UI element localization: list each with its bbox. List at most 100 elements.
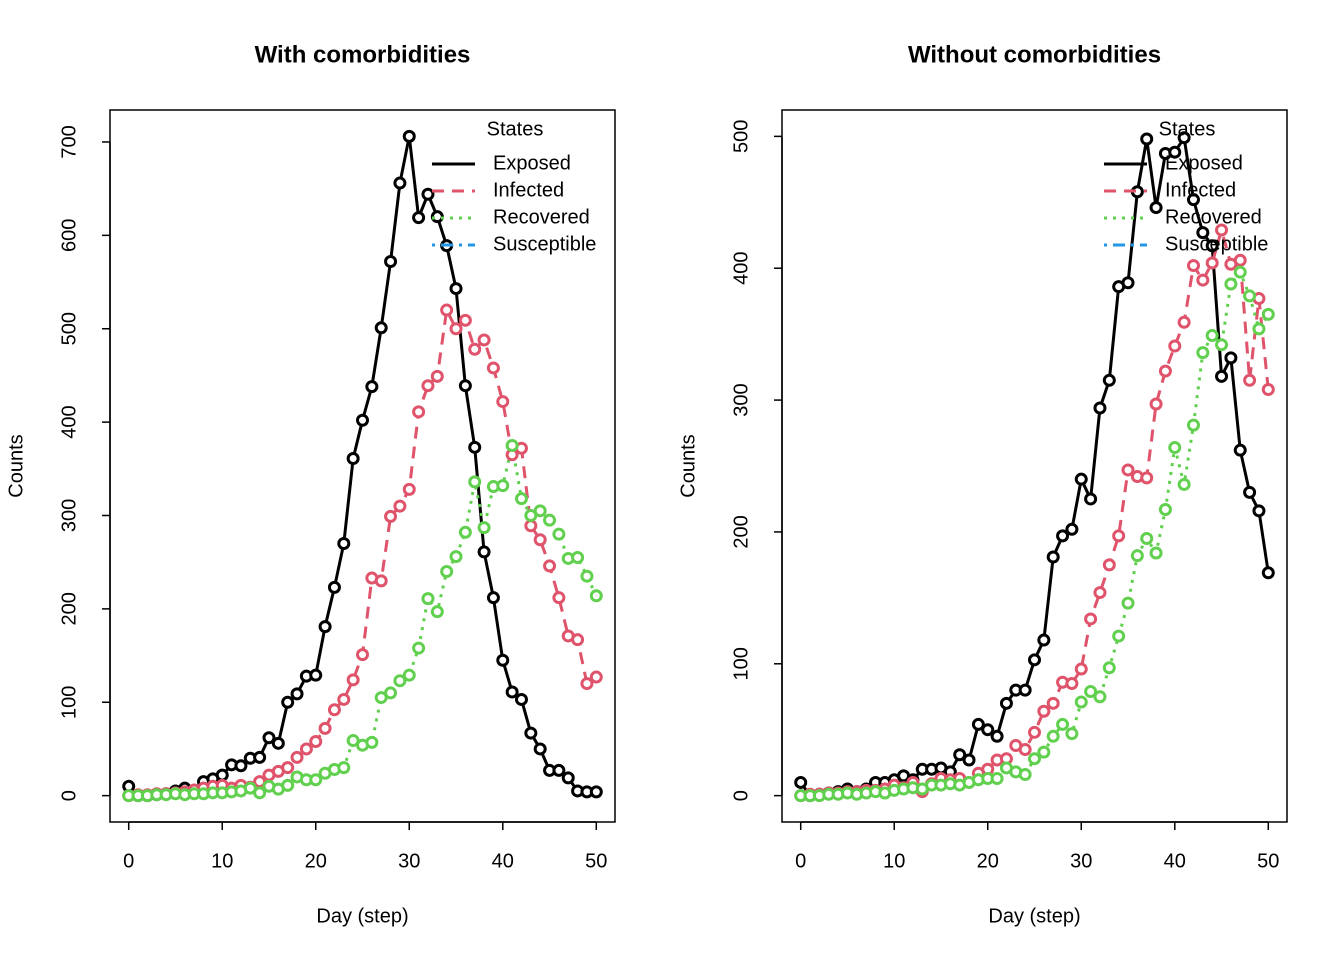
data-point xyxy=(393,176,407,190)
data-point xyxy=(505,438,519,452)
data-point xyxy=(1168,145,1182,159)
data-point xyxy=(1215,338,1229,352)
legend-label: Susceptible xyxy=(1165,233,1268,255)
data-point xyxy=(1196,273,1210,287)
data-point xyxy=(571,633,585,647)
x-tick-label: 0 xyxy=(123,850,134,872)
data-point xyxy=(1205,328,1219,342)
data-point xyxy=(533,533,547,547)
data-point xyxy=(1102,661,1116,675)
legend-label: Infected xyxy=(493,179,564,201)
data-point xyxy=(1028,725,1041,739)
data-point xyxy=(458,313,472,327)
data-point xyxy=(384,509,398,523)
data-point xyxy=(318,620,332,634)
data-point xyxy=(1084,684,1098,698)
data-point xyxy=(449,322,463,336)
data-point xyxy=(1028,752,1041,766)
data-point xyxy=(1261,383,1275,397)
data-point xyxy=(953,748,967,762)
y-tick-label: 300 xyxy=(58,499,80,532)
data-point xyxy=(309,668,323,682)
legend-label: Recovered xyxy=(493,206,590,228)
data-point xyxy=(524,726,538,740)
data-point xyxy=(290,750,304,764)
data-point xyxy=(346,452,360,466)
data-point xyxy=(1018,742,1032,756)
legend-title: States xyxy=(487,118,544,140)
data-point xyxy=(1252,504,1266,518)
data-point xyxy=(346,673,360,687)
data-point xyxy=(1243,373,1257,387)
data-point xyxy=(1037,704,1051,718)
data-point xyxy=(234,759,248,773)
data-point xyxy=(1074,662,1088,676)
data-point xyxy=(337,761,351,775)
data-point xyxy=(589,589,603,603)
x-tick-label: 50 xyxy=(585,850,607,872)
data-point xyxy=(402,668,416,682)
data-point xyxy=(1121,596,1135,610)
data-point xyxy=(1158,364,1172,378)
chart-title: With comorbidities xyxy=(255,41,471,68)
data-point xyxy=(1093,690,1107,704)
data-point xyxy=(794,775,808,789)
data-point xyxy=(393,499,407,513)
y-tick-label: 100 xyxy=(730,647,752,680)
data-point xyxy=(1140,532,1154,546)
legend-label: Exposed xyxy=(493,152,571,174)
x-tick-label: 30 xyxy=(1070,850,1092,872)
data-point xyxy=(1224,277,1238,291)
data-point xyxy=(215,768,229,782)
data-point xyxy=(468,475,482,489)
data-point xyxy=(552,527,566,541)
x-axis-label: Day (step) xyxy=(316,905,408,927)
data-point xyxy=(1233,443,1247,457)
data-point xyxy=(1140,471,1154,485)
y-tick-label: 200 xyxy=(730,515,752,548)
data-point xyxy=(430,605,444,619)
data-point xyxy=(384,686,398,700)
data-point xyxy=(281,695,295,709)
data-point xyxy=(589,785,603,799)
data-point xyxy=(580,569,594,583)
data-point xyxy=(1261,307,1275,321)
data-point xyxy=(468,440,482,454)
data-point xyxy=(1056,529,1070,543)
data-point xyxy=(309,734,323,748)
data-point xyxy=(327,580,341,594)
data-point xyxy=(1046,729,1060,743)
data-point xyxy=(552,591,566,605)
data-point xyxy=(1046,550,1060,564)
data-point xyxy=(299,742,313,756)
data-point xyxy=(421,379,435,393)
data-point xyxy=(384,254,398,268)
data-point xyxy=(1046,696,1060,710)
y-tick-label: 300 xyxy=(730,383,752,416)
data-point xyxy=(327,703,341,717)
y-tick-label: 0 xyxy=(58,790,80,801)
y-tick-label: 100 xyxy=(58,686,80,719)
data-point xyxy=(486,361,500,375)
data-point xyxy=(533,504,547,518)
data-point xyxy=(262,731,276,745)
data-point xyxy=(458,379,472,393)
data-point xyxy=(253,750,267,764)
legend-label: Susceptible xyxy=(493,233,596,255)
legend-title: States xyxy=(1159,118,1216,140)
x-axis-label: Day (step) xyxy=(988,905,1080,927)
data-point xyxy=(496,395,510,409)
data-point xyxy=(496,479,510,493)
data-point xyxy=(1074,472,1088,486)
data-point xyxy=(1065,677,1079,691)
data-point xyxy=(1186,418,1200,432)
data-point xyxy=(981,723,995,737)
data-point xyxy=(1102,558,1116,572)
data-point xyxy=(1252,322,1266,336)
data-point xyxy=(1186,259,1200,273)
data-point xyxy=(1112,529,1126,543)
data-point xyxy=(449,282,463,296)
data-point xyxy=(999,696,1013,710)
data-point xyxy=(421,592,435,606)
